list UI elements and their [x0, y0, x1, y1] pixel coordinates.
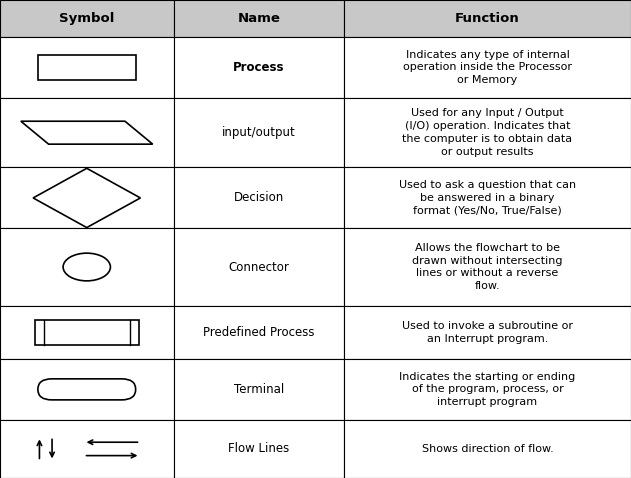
Text: Symbol: Symbol — [59, 12, 114, 25]
Bar — [38, 55, 136, 80]
Text: Used to invoke a subroutine or
an Interrupt program.: Used to invoke a subroutine or an Interr… — [402, 321, 573, 344]
Text: Predefined Process: Predefined Process — [203, 326, 314, 339]
Bar — [0, 167, 174, 228]
Bar — [174, 37, 344, 98]
Bar — [174, 420, 344, 478]
Ellipse shape — [63, 253, 110, 281]
Bar — [174, 167, 344, 228]
Text: Shows direction of flow.: Shows direction of flow. — [422, 444, 553, 454]
Text: Used to ask a question that can
be answered in a binary
format (Yes/No, True/Fal: Used to ask a question that can be answe… — [399, 180, 576, 216]
Polygon shape — [33, 168, 141, 228]
Bar — [0, 420, 174, 478]
Bar — [35, 320, 139, 345]
Bar — [0, 98, 174, 167]
Bar — [0, 305, 174, 359]
Bar — [344, 359, 631, 420]
Text: Function: Function — [455, 12, 520, 25]
Text: Connector: Connector — [228, 261, 289, 273]
Text: Indicates any type of internal
operation inside the Processor
or Memory: Indicates any type of internal operation… — [403, 50, 572, 85]
Bar — [174, 305, 344, 359]
Bar — [0, 0, 174, 37]
Bar — [174, 359, 344, 420]
Bar — [174, 0, 344, 37]
Bar — [344, 305, 631, 359]
Text: Name: Name — [237, 12, 280, 25]
Bar — [0, 228, 174, 305]
Bar — [344, 167, 631, 228]
Bar — [174, 228, 344, 305]
Bar — [0, 359, 174, 420]
Bar — [344, 0, 631, 37]
Bar — [344, 420, 631, 478]
Text: Terminal: Terminal — [233, 383, 284, 396]
Text: input/output: input/output — [222, 126, 295, 139]
Text: Process: Process — [233, 61, 285, 74]
Bar — [344, 37, 631, 98]
Bar — [174, 98, 344, 167]
Text: Used for any Input / Output
(I/O) operation. Indicates that
the computer is to o: Used for any Input / Output (I/O) operat… — [403, 109, 572, 157]
Bar — [0, 37, 174, 98]
Text: Decision: Decision — [233, 192, 284, 205]
Bar — [344, 228, 631, 305]
FancyBboxPatch shape — [38, 379, 136, 400]
Text: Flow Lines: Flow Lines — [228, 443, 290, 456]
Text: Indicates the starting or ending
of the program, process, or
interrupt program: Indicates the starting or ending of the … — [399, 371, 575, 407]
Text: Allows the flowchart to be
drawn without intersecting
lines or without a reverse: Allows the flowchart to be drawn without… — [412, 243, 563, 291]
Bar — [344, 98, 631, 167]
Polygon shape — [21, 121, 153, 144]
